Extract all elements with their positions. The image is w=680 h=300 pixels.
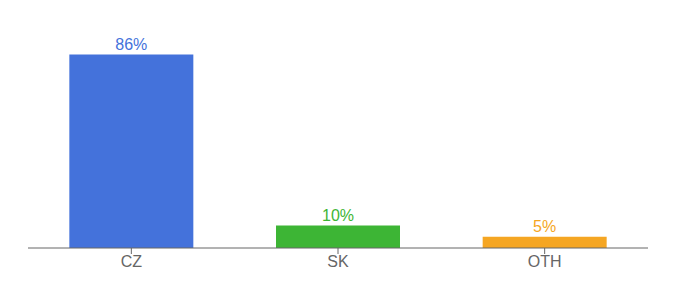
svg-text:5%: 5%	[533, 218, 556, 235]
svg-text:10%: 10%	[322, 207, 354, 224]
svg-text:OTH: OTH	[528, 253, 562, 270]
svg-text:CZ: CZ	[121, 253, 143, 270]
svg-text:SK: SK	[327, 253, 349, 270]
svg-text:86%: 86%	[115, 36, 147, 53]
